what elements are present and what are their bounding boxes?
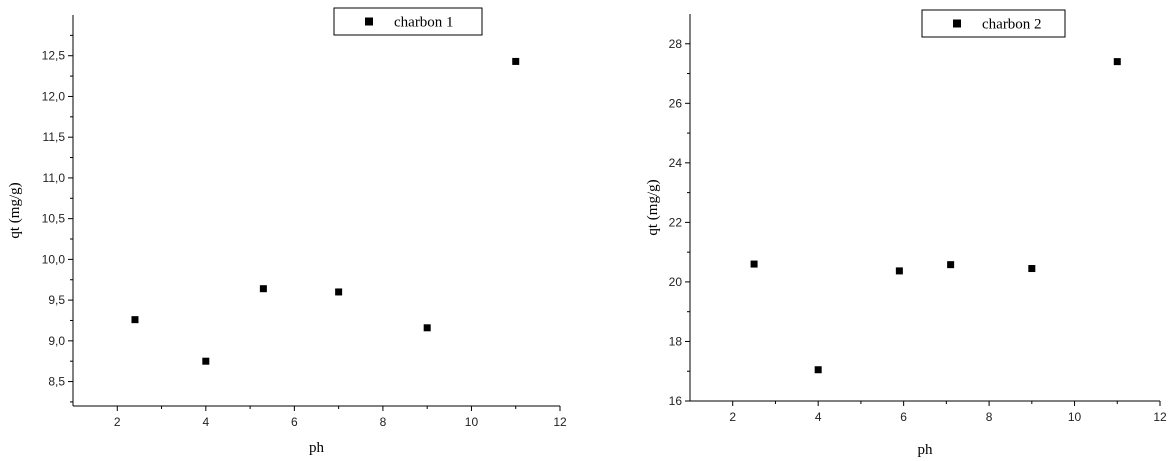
y-tick-label: 10,0 xyxy=(42,252,66,266)
y-tick-label: 11,5 xyxy=(43,130,66,144)
x-tick-label: 12 xyxy=(1153,410,1167,424)
x-tick-label: 2 xyxy=(729,410,736,424)
data-points xyxy=(750,58,1121,374)
legend-label: charbon 1 xyxy=(394,15,454,31)
data-point xyxy=(335,288,343,296)
y-tick-label: 12,0 xyxy=(42,89,66,103)
x-axis-title: ph xyxy=(918,442,934,458)
y-tick-label: 12,5 xyxy=(42,49,66,63)
y-tick-label: 9,5 xyxy=(48,293,65,307)
legend-box xyxy=(333,7,483,36)
x-tick-label: 10 xyxy=(1068,410,1082,424)
data-point xyxy=(947,261,955,269)
data-point xyxy=(512,57,520,65)
data-point xyxy=(750,260,758,268)
y-axis-ticks: 8,5 9,0 9,5 10,0 10,5 11,0 11,5 12,0 12,5 xyxy=(42,34,73,403)
chart-charbon-1: 2 4 6 8 10 12 8,5 9,0 9,5 10,0 10,5 11,0 11,5 12,0 12… xyxy=(7,7,567,456)
y-tick-label: 11,0 xyxy=(43,171,66,185)
y-tick-label: 26 xyxy=(669,96,683,110)
data-point xyxy=(131,316,139,324)
x-tick-label: 10 xyxy=(465,415,479,429)
legend-marker xyxy=(365,17,373,26)
x-tick-label: 4 xyxy=(815,410,822,424)
y-tick-label: 16 xyxy=(669,394,683,408)
y-tick-label: 20 xyxy=(669,275,683,289)
x-tick-label: 6 xyxy=(291,415,298,429)
data-point xyxy=(814,366,822,374)
legend: charbon 2 xyxy=(921,9,1066,38)
data-points xyxy=(131,57,520,365)
data-point xyxy=(895,267,903,275)
x-axis-ticks: 2 4 6 8 10 12 xyxy=(114,406,567,429)
x-tick-label: 8 xyxy=(380,415,387,429)
data-point xyxy=(1113,58,1121,66)
x-tick-label: 4 xyxy=(202,415,209,429)
x-axis-title: ph xyxy=(309,440,325,456)
y-tick-label: 8,5 xyxy=(48,375,65,389)
y-tick-label: 10,5 xyxy=(42,212,66,226)
axes xyxy=(689,14,1160,402)
x-tick-label: 6 xyxy=(900,410,907,424)
legend-box xyxy=(921,9,1066,38)
data-point xyxy=(1028,265,1036,273)
y-tick-label: 22 xyxy=(669,215,683,229)
data-point xyxy=(202,357,210,365)
data-point xyxy=(259,285,267,293)
legend-label: charbon 2 xyxy=(982,17,1042,33)
x-tick-label: 12 xyxy=(553,415,567,429)
legend: charbon 1 xyxy=(333,7,483,36)
y-tick-label: 9,0 xyxy=(48,334,65,348)
axes xyxy=(72,15,560,407)
y-tick-label: 24 xyxy=(669,156,683,170)
y-tick-label: 28 xyxy=(669,37,683,51)
x-axis-ticks: 2 4 6 8 10 12 xyxy=(729,401,1167,424)
y-tick-label: 18 xyxy=(669,334,683,348)
data-point xyxy=(423,324,431,332)
x-tick-label: 8 xyxy=(986,410,993,424)
y-axis-title: qt (mg/g) xyxy=(7,182,23,238)
legend-marker xyxy=(953,19,961,28)
x-tick-label: 2 xyxy=(114,415,121,429)
y-axis-ticks: 16 18 20 22 24 26 28 xyxy=(669,37,690,408)
y-axis-title: qt (mg/g) xyxy=(645,179,661,235)
